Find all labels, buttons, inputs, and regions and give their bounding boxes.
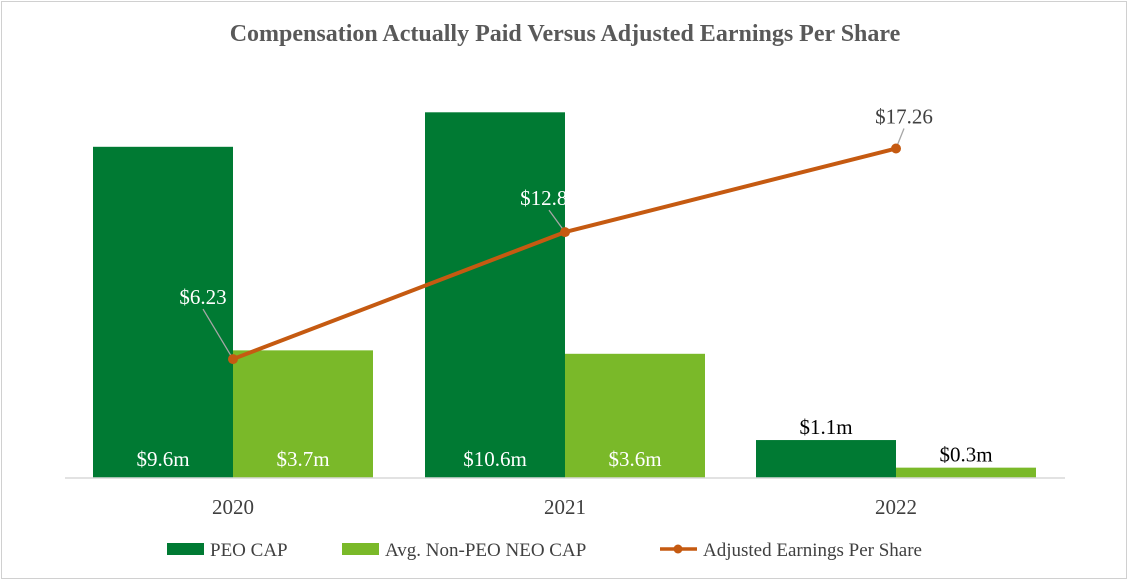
line-layer: $6.23 $12.88 $17.26 <box>179 104 933 365</box>
x-tick-2021: 2021 <box>544 495 586 519</box>
legend-label-non-peo-neo-cap: Avg. Non-PEO NEO CAP <box>385 540 586 561</box>
bar-label-non-peo-neo-cap-2021: $3.6m <box>608 447 661 471</box>
chart-title: Compensation Actually Paid Versus Adjust… <box>230 21 901 47</box>
bar-label-non-peo-neo-cap-2020: $3.7m <box>276 447 329 471</box>
x-tick-2020: 2020 <box>212 495 254 519</box>
legend-swatch-peo-cap <box>167 543 204 555</box>
legend-label-adjusted-eps: Adjusted Earnings Per Share <box>703 540 922 561</box>
bar-label-peo-cap-2021: $10.6m <box>463 447 527 471</box>
x-axis-ticks: 2020 2021 2022 <box>212 495 917 519</box>
eps-point-2021 <box>560 227 570 238</box>
bar-peo-cap-2022 <box>756 440 896 478</box>
bar-peo-cap-2020 <box>93 146 233 479</box>
bar-non-peo-neo-cap-2021 <box>565 353 705 478</box>
bar-label-peo-cap-2022: $1.1m <box>799 415 852 439</box>
bar-label-non-peo-neo-cap-2022: $0.3m <box>939 443 992 467</box>
bar-non-peo-neo-cap-2020 <box>233 350 373 478</box>
bars-layer: $9.6m $10.6m $1.1m $3.7m $3.6m $0.3m <box>93 112 1036 479</box>
bar-label-peo-cap-2020: $9.6m <box>136 447 189 471</box>
eps-label-2021: $12.88 <box>520 186 578 210</box>
eps-point-2022 <box>891 143 901 154</box>
legend: PEO CAP Avg. Non-PEO NEO CAP Adjusted Earn… <box>167 540 922 561</box>
x-tick-2022: 2022 <box>875 495 917 519</box>
legend-label-peo-cap: PEO CAP <box>210 540 288 561</box>
legend-swatch-non-peo-neo-cap <box>342 543 379 555</box>
eps-label-2020: $6.23 <box>179 285 226 309</box>
eps-point-2020 <box>228 354 238 365</box>
eps-label-2022: $17.26 <box>875 104 933 128</box>
eps-leader-2020 <box>202 308 234 360</box>
bar-non-peo-neo-cap-2022 <box>896 467 1036 478</box>
bar-peo-cap-2021 <box>425 112 565 479</box>
legend-marker-adjusted-eps <box>673 544 683 554</box>
